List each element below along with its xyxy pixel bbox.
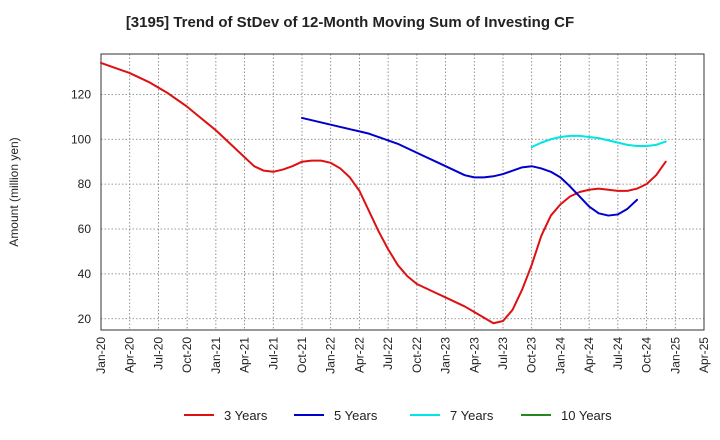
x-tick-label: Jan-22 bbox=[324, 337, 338, 374]
legend-label: 7 Years bbox=[450, 408, 494, 423]
y-axis-ticks: 20 40 60 80 100 120 bbox=[71, 87, 91, 325]
y-tick-label: 100 bbox=[71, 132, 91, 146]
legend-label: 5 Years bbox=[334, 408, 378, 423]
x-tick-label: Oct-20 bbox=[180, 337, 194, 373]
y-axis-title: Amount (million yen) bbox=[7, 137, 21, 246]
x-axis-ticks: Jan-20 Apr-20 Jul-20 Oct-20 Jan-21 Apr-21 Jul-… bbox=[94, 337, 711, 374]
x-tick-label: Jul-22 bbox=[381, 337, 395, 370]
x-tick-label: Jul-21 bbox=[266, 337, 280, 370]
x-tick-label: Apr-20 bbox=[123, 337, 137, 373]
x-tick-label: Apr-23 bbox=[467, 337, 481, 373]
x-tick-label: Apr-25 bbox=[697, 337, 711, 373]
plot-area-frame bbox=[100, 53, 705, 331]
grid-lines bbox=[100, 54, 705, 330]
y-tick-label: 60 bbox=[78, 222, 92, 236]
legend-label: 3 Years bbox=[224, 408, 268, 423]
y-tick-label: 120 bbox=[71, 87, 91, 101]
x-tick-label: Jul-23 bbox=[496, 337, 510, 370]
legend: 3 Years 5 Years 7 Years 10 Years bbox=[184, 408, 612, 423]
series-line-3-years bbox=[100, 61, 667, 325]
x-tick-label: Jan-21 bbox=[209, 337, 223, 374]
y-tick-label: 40 bbox=[78, 267, 92, 281]
series-line-7-years bbox=[530, 134, 667, 149]
series-line-5-years bbox=[301, 116, 638, 217]
x-tick-label: Jan-20 bbox=[94, 337, 108, 374]
x-tick-label: Oct-24 bbox=[640, 337, 654, 373]
chart-title: [3195] Trend of StDev of 12-Month Moving… bbox=[125, 14, 575, 31]
x-tick-label: Jan-25 bbox=[668, 337, 682, 374]
x-tick-label: Jul-24 bbox=[611, 337, 625, 370]
x-tick-label: Oct-21 bbox=[295, 337, 309, 373]
legend-label: 10 Years bbox=[561, 408, 612, 423]
y-tick-label: 20 bbox=[78, 312, 92, 326]
x-tick-label: Apr-21 bbox=[238, 337, 252, 373]
y-tick-label: 80 bbox=[78, 177, 92, 191]
x-tick-label: Jul-20 bbox=[151, 337, 165, 370]
x-tick-label: Oct-23 bbox=[525, 337, 539, 373]
x-tick-label: Jan-24 bbox=[553, 337, 567, 374]
x-tick-label: Oct-22 bbox=[410, 337, 424, 373]
x-tick-label: Jan-23 bbox=[439, 337, 453, 374]
series-lines bbox=[100, 61, 667, 325]
x-tick-label: Apr-22 bbox=[352, 337, 366, 373]
x-tick-label: Apr-24 bbox=[582, 337, 596, 373]
